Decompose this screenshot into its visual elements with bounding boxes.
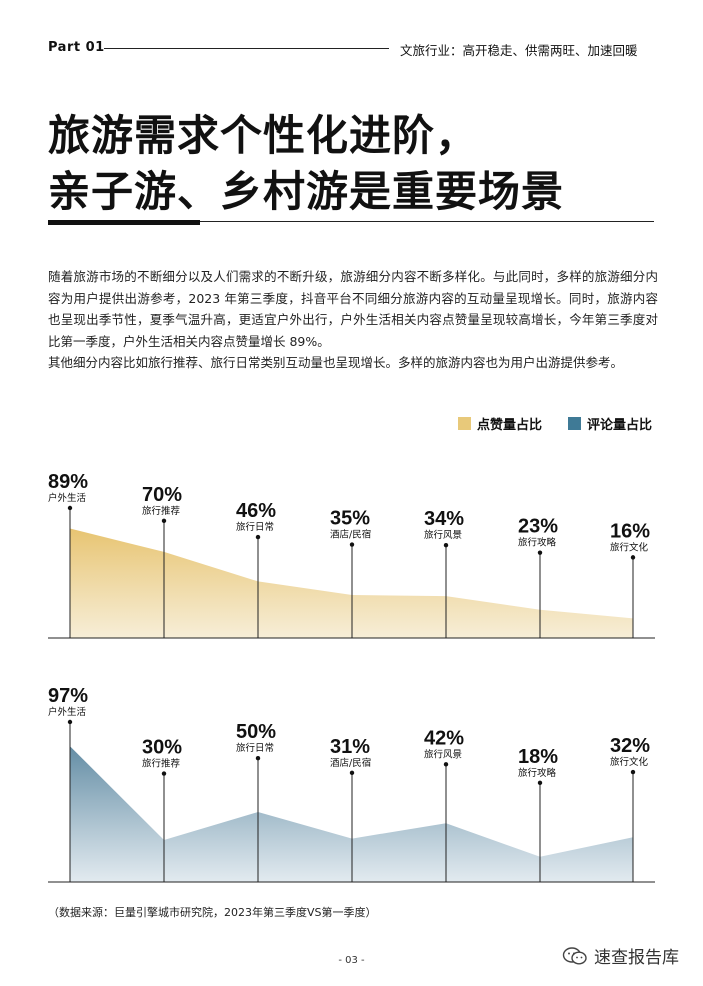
data-label-category: 旅行推荐 [142,758,181,770]
page-title: 旅游需求个性化进阶， 亲子游、乡村游是重要场景 [48,108,564,220]
data-label-value: 31% [330,736,370,758]
section-title: 文旅行业：高开稳走、供需两旺、加速回暖 [400,43,638,58]
marker-dot [537,550,543,555]
data-label-category: 酒店/民宿 [330,757,371,769]
legend-likes: 点赞量占比 [458,414,542,433]
data-label-value: 89% [48,471,88,493]
data-label-value: 46% [236,500,276,522]
data-label-category: 旅行文化 [610,541,649,553]
data-label-category: 酒店/民宿 [330,529,371,541]
area-series-0 [70,528,633,638]
data-label-category: 旅行推荐 [142,505,181,517]
title-rule [48,221,654,222]
marker-dot [537,780,543,786]
marker-dot [630,769,636,775]
data-label-value: 30% [142,737,182,759]
data-label-category: 旅行攻略 [518,537,557,549]
page-title-line2: 亲子游、乡村游是重要场景 [48,167,565,216]
marker-dot [349,770,355,776]
data-label-value: 42% [424,727,464,749]
page-title-line1: 旅游需求个性化进阶， [48,111,479,160]
marker-dot [161,771,167,776]
legend-likes-label: 点赞量占比 [477,418,543,433]
body-text: 随着旅游市场的不断细分以及人们需求的不断升级，旅游细分内容不断多样化。与此同时，… [48,266,658,374]
marker-dot [255,534,261,540]
data-label-category: 户外生活 [48,492,87,504]
data-label-category: 旅行攻略 [518,767,557,779]
legend-comments-swatch [568,417,581,430]
title-accent-bar [48,220,200,225]
marker-dot [630,555,636,560]
wechat-icon [562,946,587,965]
marker-dot [255,755,261,761]
data-label-value: 16% [610,520,650,542]
data-label-value: 23% [518,516,558,538]
marker-dot [443,543,449,548]
data-label-category: 旅行文化 [610,756,649,768]
data-label-category: 旅行日常 [236,521,274,533]
data-label-value: 34% [424,508,464,530]
legend-likes-swatch [458,417,471,430]
area-series-1 [70,746,633,882]
data-label-category: 旅行风景 [424,529,462,541]
marker-dot [443,762,449,767]
part-label: Part 01 [48,40,105,55]
legend-comments-label: 评论量占比 [587,418,653,433]
legend-comments: 评论量占比 [568,414,652,433]
watermark-text: 速查报告库 [594,948,679,968]
marker-dot [67,505,73,511]
data-label-value: 50% [236,721,276,743]
marker-dot [349,542,355,547]
data-label-category: 旅行日常 [236,742,274,754]
body-paragraph-1: 随着旅游市场的不断细分以及人们需求的不断升级，旅游细分内容不断多样化。与此同时，… [48,269,658,349]
data-label-value: 32% [610,735,650,757]
page-number: - 03 - [338,955,365,966]
marker-dot [161,518,167,524]
marker-dot [67,719,73,725]
header-divider [104,48,389,49]
data-label-category: 户外生活 [48,706,87,718]
data-label-value: 35% [330,508,370,530]
data-label-value: 70% [142,484,182,506]
body-paragraph-2: 其他细分内容比如旅行推荐、旅行日常类别互动量也呈现增长。多样的旅游内容也为用户出… [48,355,624,370]
data-label-value: 18% [518,746,558,768]
data-label-value: 97% [48,685,88,707]
data-source: （数据来源：巨量引擎城市研究院，2023年第三季度VS第一季度） [48,906,377,919]
data-label-category: 旅行风景 [424,748,462,760]
watermark: 速查报告库 [562,943,679,968]
